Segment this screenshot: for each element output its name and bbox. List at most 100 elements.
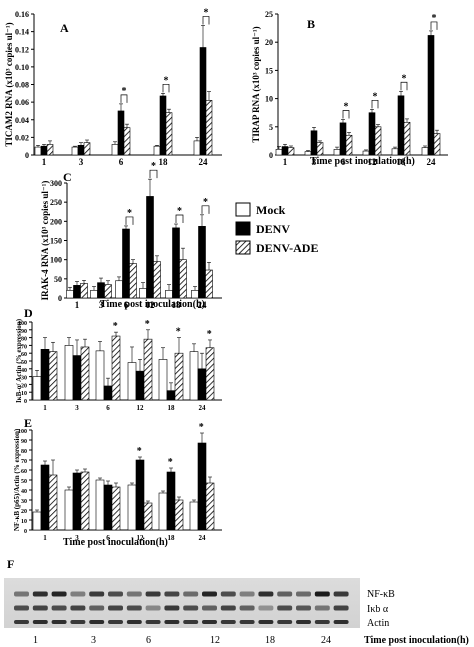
blot-band-ikb [32, 605, 48, 611]
bar-b-mock-1h [275, 149, 283, 156]
significance-star-b: * [344, 101, 349, 112]
blot-band-nfkb [14, 591, 29, 597]
bar-c-mock-1h [66, 290, 74, 299]
blot-band-nfkb [333, 591, 349, 597]
significance-bracket-c [201, 205, 210, 214]
blot-band-ikb [89, 605, 105, 611]
blot-band-nfkb [202, 591, 217, 597]
x-tick-label-b: 18 [397, 157, 407, 167]
bar-e-mock-12h [127, 484, 137, 531]
bar-d-mock-24h [189, 351, 199, 401]
x-tick-label-a: 1 [42, 157, 47, 167]
blot-band-nfkb [258, 591, 274, 597]
bar-a-mock-24h [193, 140, 201, 156]
x-tick-label-b: 6 [341, 157, 346, 167]
bar-a-denv-6h [117, 110, 125, 156]
panel-letter-a: A [60, 21, 69, 35]
significance-star-c: * [203, 197, 208, 208]
legend-swatch-mock [235, 202, 251, 217]
significance-bracket-b [371, 99, 379, 109]
bar-c-denv-24h [198, 226, 206, 299]
blot-band-actin [51, 620, 67, 624]
bar-d-denv-ade-18h [174, 352, 184, 401]
y-tick-label-d: 30 [21, 376, 27, 382]
y-tick-label-b: 15 [265, 66, 273, 75]
significance-bracket-c [149, 169, 158, 179]
bar-b-denv-18h [397, 95, 405, 156]
panel-letter-d: D [24, 306, 33, 320]
bar-d-mock-1h [32, 376, 42, 401]
y-axis-label-e: NF-κB (p65)/Actin (% expression) [13, 428, 21, 531]
x-tick-label-a: 6 [119, 157, 124, 167]
blot-band-ikb [296, 605, 311, 611]
significance-star-a: * [164, 75, 169, 86]
y-axis-label-c: IRAK-4 RNA (x10³ copies ul⁻¹) [40, 181, 50, 301]
bar-b-denv-24h [427, 35, 435, 156]
bar-d-denv-ade-24h [205, 347, 215, 401]
y-tick-label-b: 20 [265, 38, 273, 47]
blot-band-actin [145, 620, 161, 624]
bar-b-denv-ade-18h [403, 121, 411, 156]
blot-band-actin [164, 620, 180, 624]
y-tick-label-a: 0.02 [15, 133, 29, 142]
y-tick-label-d: 60 [21, 352, 27, 358]
bar-a-mock-6h [111, 144, 119, 156]
blot-band-ikb [183, 605, 199, 611]
blot-band-actin [32, 620, 48, 624]
blot-band-ikb [202, 605, 217, 611]
y-tick-label-c: 150 [50, 237, 62, 246]
blot-row-label-ikb: Iκb α [367, 604, 389, 615]
bar-b-denv-ade-6h [345, 134, 353, 156]
y-tick-label-b: 25 [265, 10, 273, 19]
bar-d-mock-18h [158, 359, 168, 401]
bar-e-mock-6h [95, 479, 105, 531]
bar-e-denv-ade-3h [80, 471, 90, 531]
bar-c-mock-24h [191, 290, 199, 299]
bar-e-denv-12h [135, 459, 145, 531]
significance-bracket-c [125, 216, 134, 225]
panel-letter-b: B [307, 17, 315, 31]
bar-b-mock-3h [304, 151, 312, 156]
x-tick-label-c: 24 [198, 300, 208, 310]
y-tick-label-e: 100 [18, 429, 27, 435]
y-tick-label-b: 10 [265, 95, 273, 104]
bar-e-denv-ade-12h [143, 502, 153, 531]
significance-star-d: * [113, 321, 118, 332]
bar-b-denv-12h [368, 112, 376, 156]
bar-a-mock-18h [153, 145, 161, 156]
bar-a-denv-ade-1h [46, 144, 54, 156]
bar-a-denv-24h [199, 47, 207, 156]
significance-bracket-b [400, 81, 408, 91]
bar-d-denv-ade-3h [80, 346, 90, 401]
blot-time-1: 1 [33, 635, 38, 646]
significance-star-c: * [151, 161, 156, 172]
bar-c-mock-12h [139, 288, 147, 299]
x-tick-label-d: 3 [75, 404, 79, 412]
y-tick-label-a: 0 [25, 151, 29, 160]
blot-band-nfkb [277, 591, 293, 597]
legend-label-denv-ade: DENV-ADE [256, 241, 318, 255]
bar-e-denv-ade-1h [48, 474, 58, 531]
bar-c-denv-ade-3h [104, 284, 112, 299]
bar-b-denv-6h [339, 122, 347, 156]
y-tick-label-e: 90 [21, 439, 27, 445]
bar-c-denv-12h [146, 196, 154, 299]
y-tick-label-a: 0.14 [15, 28, 29, 37]
significance-star-d: * [176, 327, 181, 338]
y-tick-label-a: 0.08 [15, 81, 29, 90]
blot-time-6: 6 [146, 635, 151, 646]
significance-bracket-b [430, 21, 438, 30]
blot-band-nfkb [126, 591, 142, 597]
blot-band-ikb [258, 605, 274, 611]
blot-band-nfkb [164, 591, 180, 597]
blot-band-nfkb [239, 591, 255, 597]
x-axis-label-b: Time post inoculation(h) [310, 156, 415, 167]
bar-e-denv-ade-6h [111, 486, 121, 531]
significance-star-a: * [204, 7, 209, 18]
y-tick-label-d: 50 [21, 360, 27, 366]
y-tick-label-d: 20 [21, 383, 27, 389]
y-axis-label-a: TICAM2 RNA (x10³ copies ul⁻¹) [4, 22, 14, 146]
significance-star-e: * [168, 457, 173, 468]
bar-c-denv-6h [122, 228, 130, 299]
